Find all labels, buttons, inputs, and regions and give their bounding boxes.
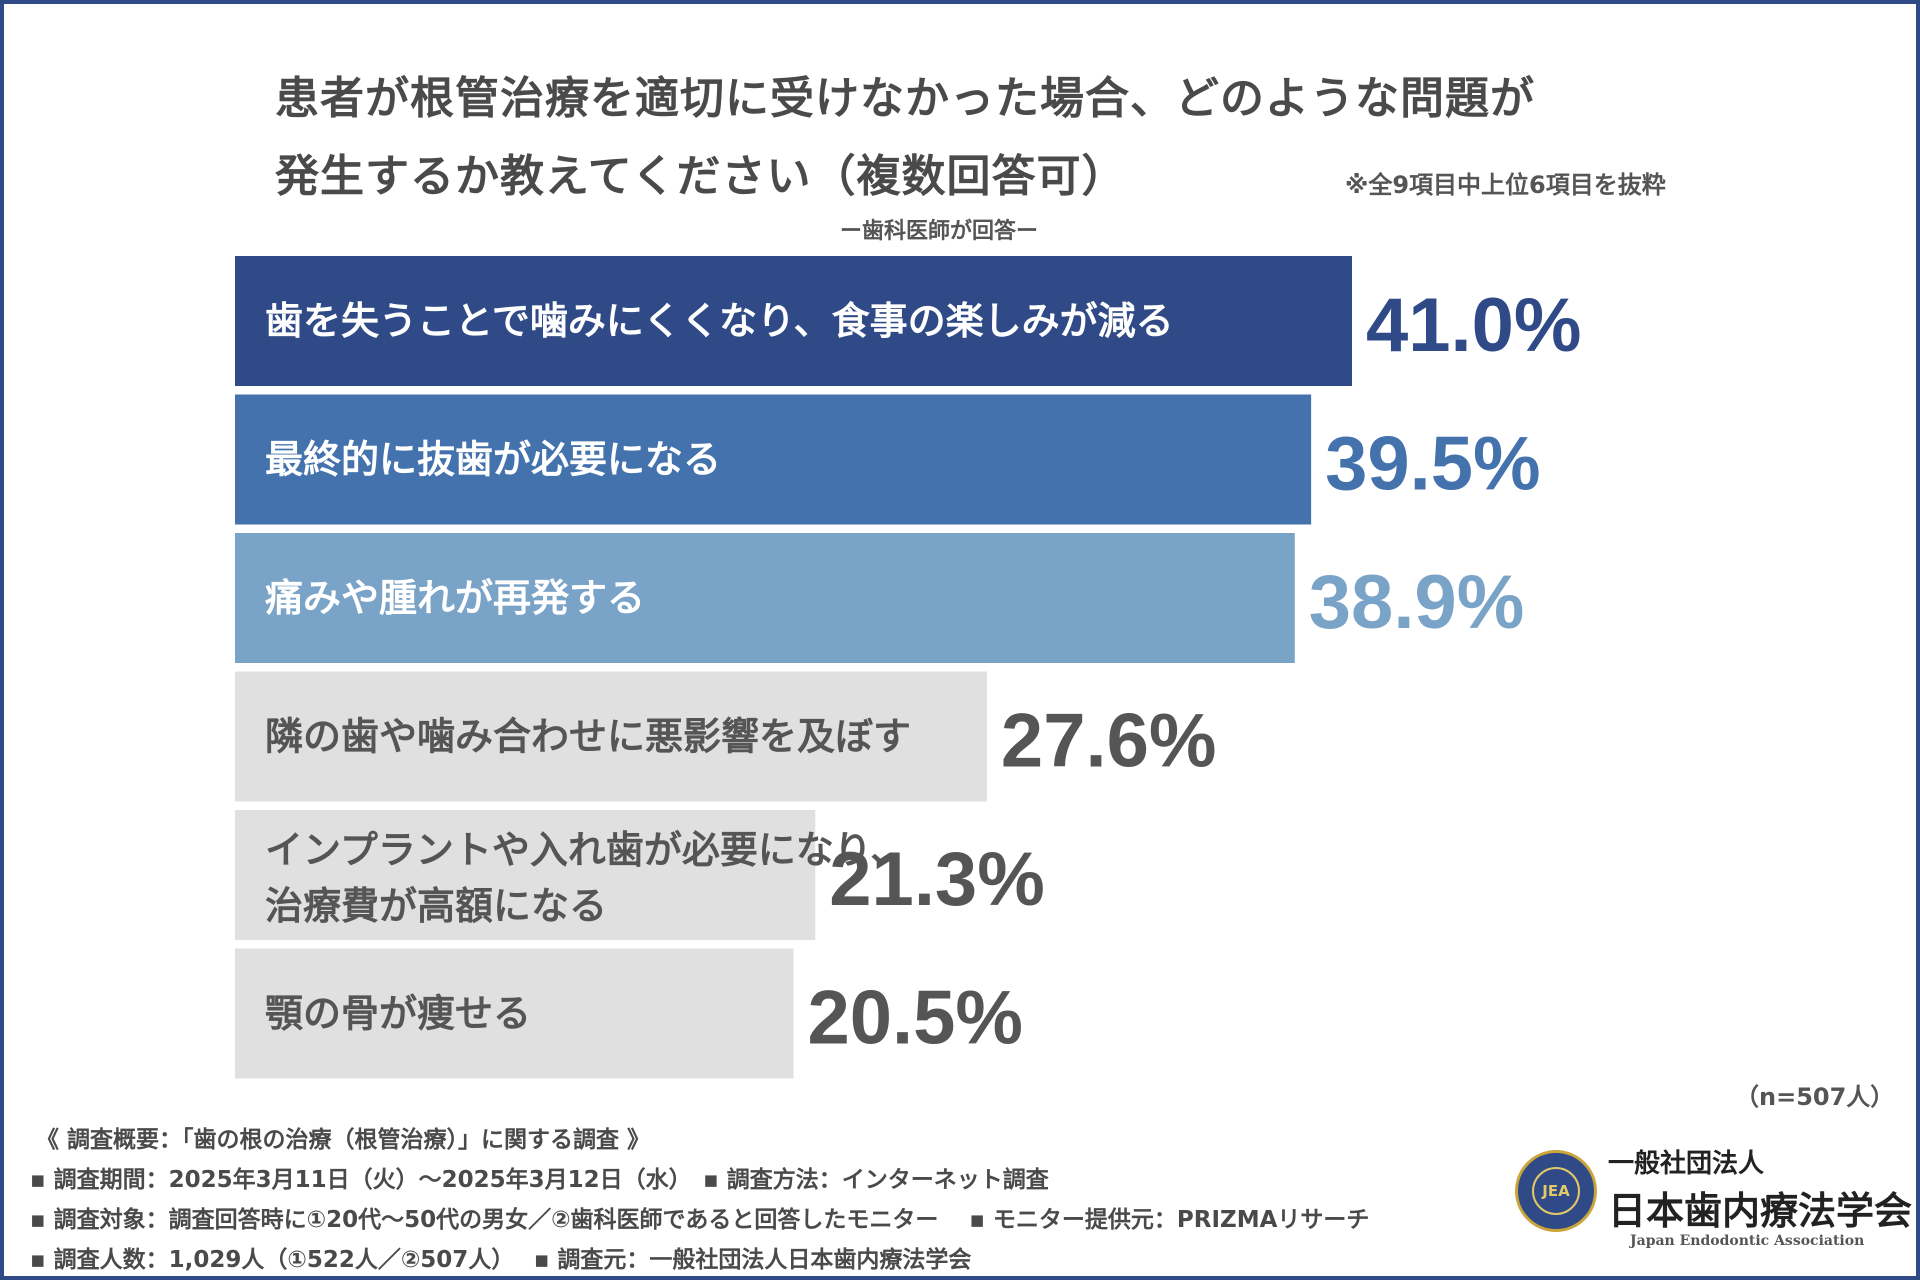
seal-text: JEA <box>1532 1167 1580 1215</box>
respondent-label: ー歯科医師が回答ー <box>840 219 1039 244</box>
category-label-3: 痛みや腫れが再発する <box>265 576 645 620</box>
value-label-4: 27.6% <box>1001 699 1216 784</box>
category-label-6: 顎の骨が痩せる <box>265 992 531 1036</box>
value-label-6: 20.5% <box>808 976 1024 1061</box>
excerpt-note: ※全9項目中上位6項目を抜粋 <box>1345 171 1666 199</box>
category-label-1: 歯を失うことで噛みにくくなり、食事の楽しみが減る <box>265 299 1174 343</box>
value-label-5: 21.3% <box>829 837 1045 922</box>
org-name: 日本歯内療法学会 <box>1608 1189 1913 1233</box>
chart-title-line2: 発生するか教えてください（複数回答可） <box>275 151 1127 202</box>
bar-3 <box>235 533 1295 663</box>
survey-heading: 《 調査概要：「歯の根の治療（根管治療）」に関する調査 》 <box>36 1127 651 1153</box>
bar-5 <box>235 810 816 940</box>
chart-title-line1: 患者が根管治療を適切に受けなかった場合、どのような問題が <box>275 73 1535 124</box>
survey-period-line: ▪ 調査期間：2025年3月11日（火）〜2025年3月12日（水） ▪ 調査方… <box>30 1167 1049 1193</box>
org-type: 一般社団法人 <box>1608 1149 1765 1179</box>
bar-6 <box>235 948 794 1079</box>
association-seal-logo: JEA <box>1515 1150 1597 1232</box>
org-name-en: Japan Endodontic Association <box>1630 1233 1865 1249</box>
value-label-1: 41.0% <box>1366 283 1582 368</box>
bar-4 <box>235 671 987 802</box>
survey-count-line: ▪ 調査人数：1,029人（①522人／②507人） ▪ 調査元：一般社団法人日… <box>30 1247 972 1273</box>
sample-size: （n=507人） <box>1735 1083 1895 1111</box>
category-label-2: 最終的に抜歯が必要になる <box>265 438 721 482</box>
bar-2 <box>235 394 1312 525</box>
value-label-2: 39.5% <box>1325 422 1541 507</box>
value-label-3: 38.9% <box>1309 560 1525 645</box>
category-label-4: 隣の歯や噛み合わせに悪影響を及ぼす <box>265 715 911 759</box>
category-label-5: インプラントや入れ歯が必要になり、治療費が高額になる <box>265 828 908 928</box>
bar-1 <box>235 256 1352 386</box>
survey-target-line: ▪ 調査対象：調査回答時に①20代〜50代の男女／②歯科医師であると回答したモニ… <box>30 1207 1370 1233</box>
